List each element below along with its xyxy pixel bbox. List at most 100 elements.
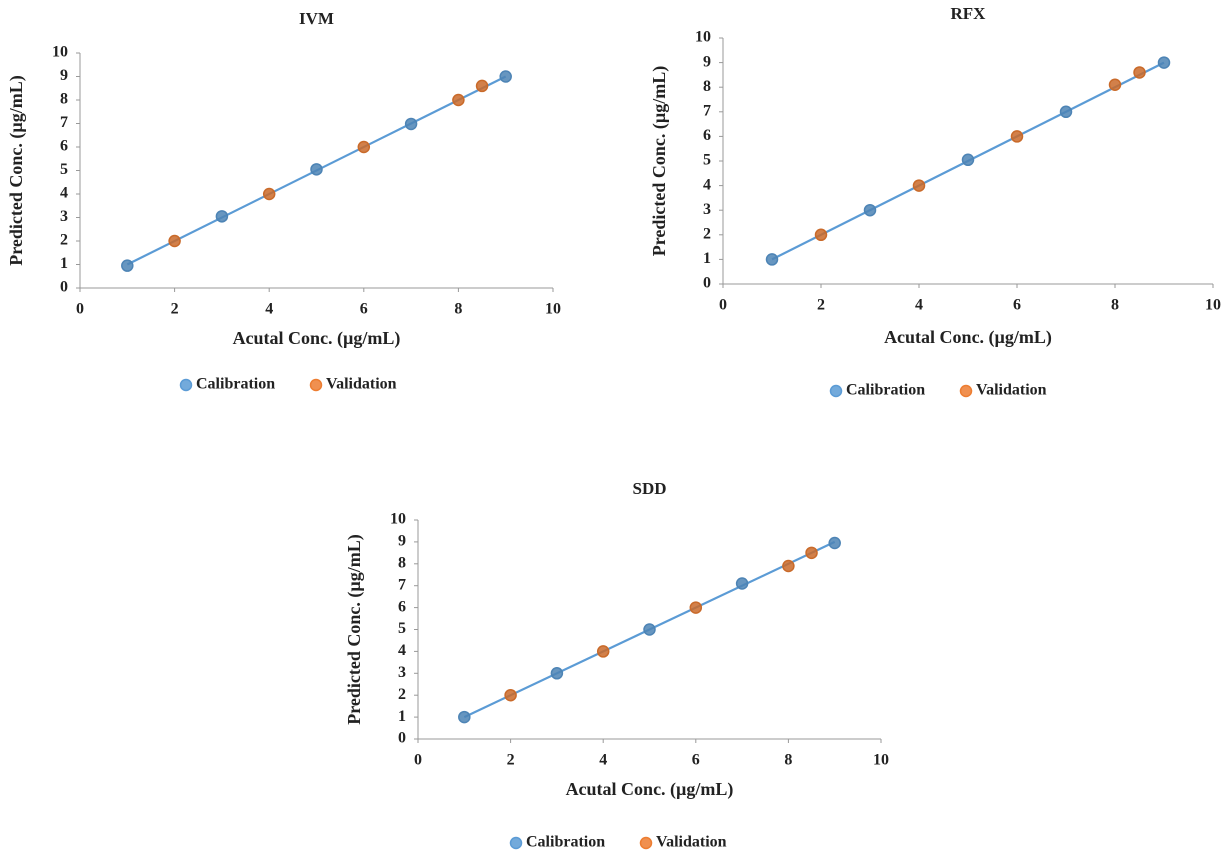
x-axis-label: Acutal Conc. (µg/mL) [566, 779, 734, 800]
y-tick-label: 4 [398, 642, 406, 659]
x-tick-label: 8 [784, 752, 792, 769]
x-axis-label: Acutal Conc. (µg/mL) [884, 327, 1052, 348]
x-tick-label: 10 [873, 752, 889, 769]
data-point [504, 688, 517, 702]
y-tick-label: 10 [390, 511, 406, 528]
legend-marker [829, 384, 843, 398]
y-tick-label: 10 [52, 44, 68, 61]
data-point [805, 546, 818, 560]
legend-label: Calibration [196, 376, 275, 393]
data-point [1133, 66, 1146, 79]
legend-marker [179, 378, 193, 392]
data-point [1010, 130, 1024, 143]
chart-title: SDD [632, 479, 666, 498]
x-tick-label: 10 [1205, 297, 1221, 314]
y-tick-label: 10 [695, 29, 711, 46]
x-tick-label: 4 [915, 297, 923, 314]
data-point [765, 253, 779, 266]
data-point [782, 559, 795, 573]
x-tick-label: 6 [1013, 297, 1021, 314]
y-axis-label: Predicted Conc. (µg/mL) [6, 75, 27, 266]
x-tick-label: 2 [171, 301, 179, 318]
data-point [1108, 78, 1122, 91]
data-point [121, 259, 134, 272]
x-tick-label: 8 [1111, 297, 1119, 314]
x-tick-label: 6 [360, 301, 368, 318]
data-point [643, 623, 656, 636]
legend-marker [509, 836, 523, 850]
x-tick-label: 0 [414, 752, 422, 769]
y-tick-label: 9 [398, 533, 406, 550]
y-tick-label: 6 [60, 138, 68, 155]
legend-marker [639, 836, 653, 850]
x-tick-label: 2 [507, 752, 515, 769]
y-tick-label: 0 [703, 275, 711, 292]
data-point [912, 179, 926, 192]
x-tick-label: 0 [76, 301, 84, 318]
data-point [689, 601, 703, 614]
y-tick-label: 7 [398, 576, 406, 593]
chart-title: RFX [951, 4, 987, 23]
y-tick-label: 2 [398, 686, 406, 703]
data-point [452, 93, 465, 107]
y-tick-label: 5 [703, 152, 711, 169]
x-tick-label: 8 [454, 301, 462, 318]
y-tick-label: 2 [60, 232, 68, 249]
x-tick-label: 10 [545, 301, 561, 318]
y-tick-label: 5 [398, 620, 406, 637]
legend-marker [309, 378, 323, 392]
data-point [168, 234, 181, 248]
legend-label: Validation [656, 834, 727, 851]
data-point [1157, 56, 1171, 69]
data-point [499, 70, 512, 83]
y-axis-label: Predicted Conc. (µg/mL) [344, 534, 365, 725]
data-point [404, 117, 418, 131]
x-tick-label: 4 [265, 301, 273, 318]
legend-label: Validation [326, 376, 397, 393]
y-tick-label: 1 [703, 250, 711, 267]
data-point [458, 710, 471, 724]
y-tick-label: 1 [398, 708, 406, 725]
x-tick-label: 6 [692, 752, 700, 769]
y-tick-label: 6 [398, 598, 406, 615]
data-point [475, 79, 489, 93]
data-point [357, 140, 371, 154]
y-tick-label: 9 [703, 53, 711, 70]
data-point [310, 163, 323, 176]
y-tick-label: 7 [703, 102, 711, 119]
legend-marker [959, 384, 973, 398]
y-tick-label: 3 [60, 208, 68, 225]
y-tick-label: 6 [703, 127, 711, 144]
y-tick-label: 8 [398, 554, 406, 571]
y-tick-label: 7 [60, 114, 68, 131]
data-point [735, 577, 749, 590]
data-point [828, 536, 841, 550]
y-tick-label: 1 [60, 255, 68, 272]
y-tick-label: 0 [398, 730, 406, 747]
y-tick-label: 0 [60, 279, 68, 296]
y-tick-label: 8 [703, 78, 711, 95]
y-tick-label: 8 [60, 91, 68, 108]
y-tick-label: 3 [703, 201, 711, 218]
x-tick-label: 4 [599, 752, 607, 769]
y-tick-label: 9 [60, 67, 68, 84]
data-point [596, 645, 610, 658]
x-tick-label: 0 [719, 297, 727, 314]
data-point [961, 153, 975, 167]
data-point [215, 210, 229, 223]
y-axis-label: Predicted Conc. (µg/mL) [649, 66, 670, 257]
x-tick-label: 2 [817, 297, 825, 314]
data-point [814, 228, 828, 242]
legend-label: Calibration [526, 834, 605, 851]
data-point [863, 203, 877, 217]
data-point [262, 187, 276, 201]
y-tick-label: 5 [60, 161, 68, 178]
chart-title: IVM [299, 9, 334, 28]
x-axis-label: Acutal Conc. (µg/mL) [233, 328, 401, 349]
y-tick-label: 2 [703, 225, 711, 242]
y-tick-label: 3 [398, 664, 406, 681]
data-point [1059, 105, 1073, 119]
data-point [550, 667, 564, 680]
